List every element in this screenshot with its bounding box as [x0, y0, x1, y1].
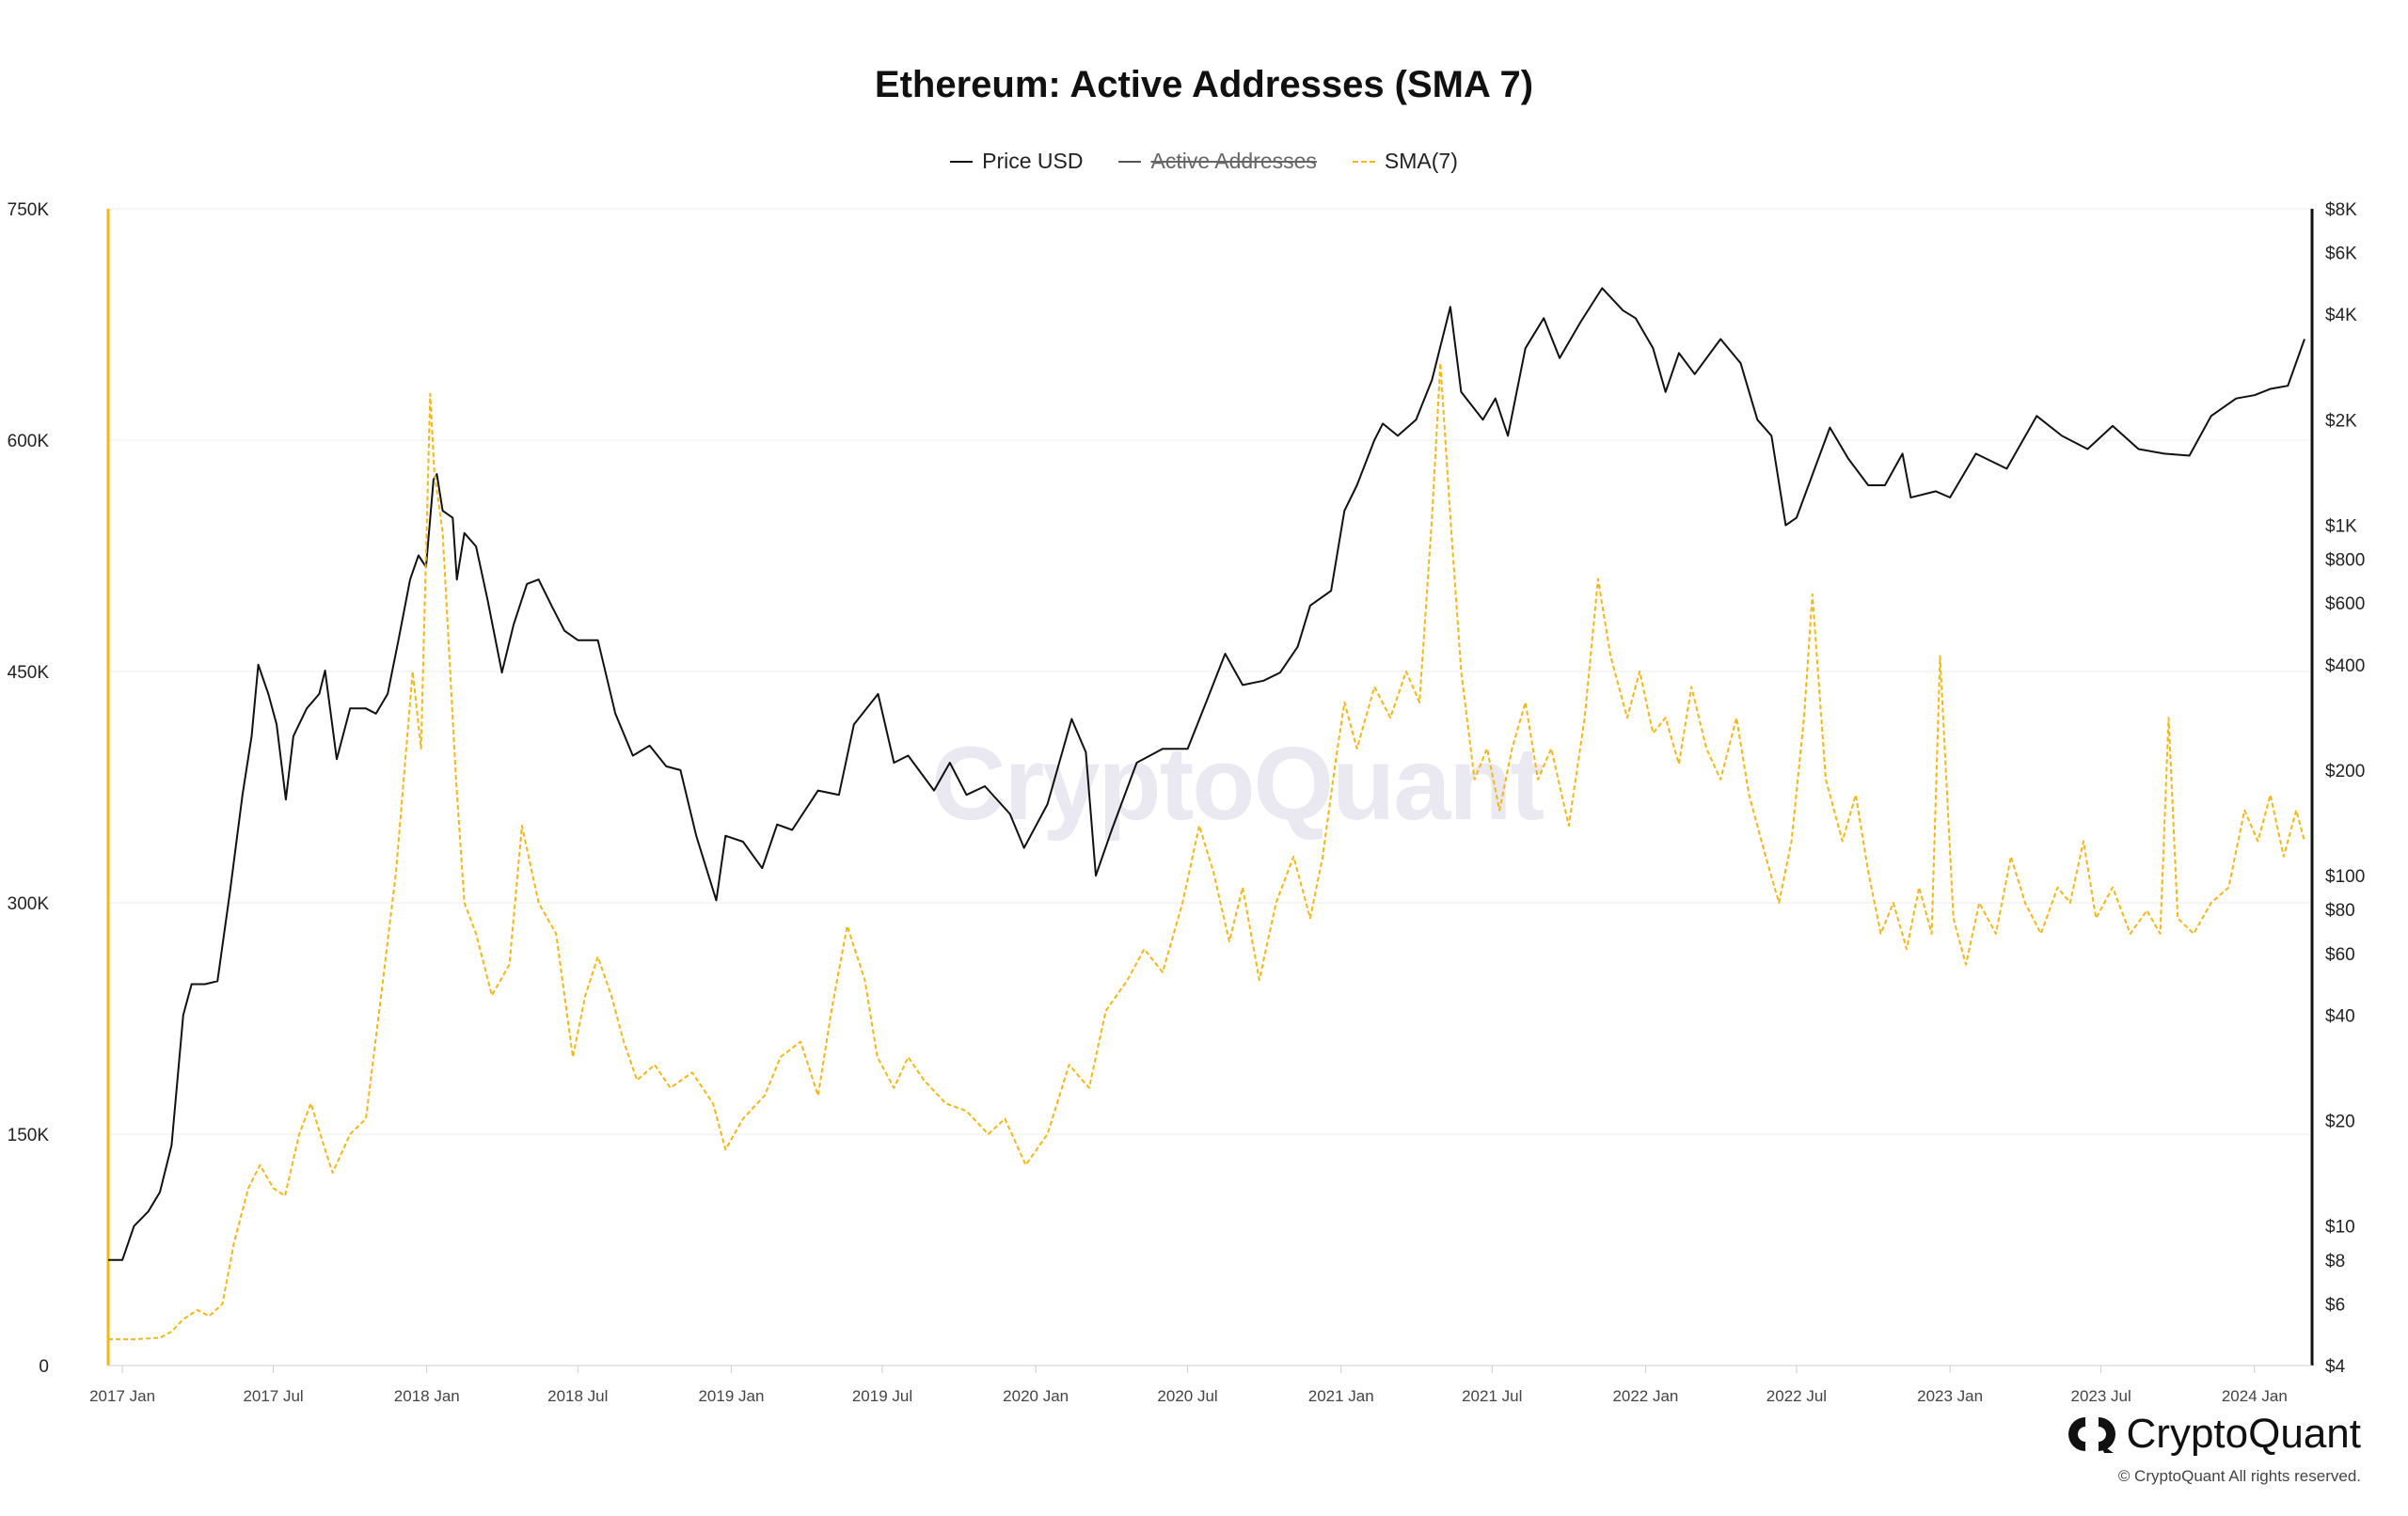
legend: Price USD Active Addresses SMA(7)	[0, 149, 2408, 174]
y-tick-label-right: $8	[2325, 1252, 2345, 1271]
legend-swatch-price-usd	[950, 160, 974, 163]
y-tick-label-right: $400	[2325, 656, 2365, 676]
legend-label: SMA(7)	[1384, 149, 1458, 173]
y-tick-label-right: $800	[2325, 551, 2365, 571]
legend-item-sma7[interactable]: SMA(7)	[1352, 149, 1458, 174]
y-tick-label-right: $100	[2325, 867, 2365, 887]
x-tick-label: 2021 Jan	[1308, 1387, 1374, 1405]
y-tick-label-right: $40	[2325, 1006, 2355, 1026]
x-tick-label: 2017 Jan	[89, 1387, 155, 1405]
axes: 0 150K 300K 450K 600K 750K $4 $6 $8 $10 $20 $40 $60 $…	[8, 200, 2366, 1405]
y-tick-label-right: $6	[2325, 1295, 2345, 1315]
y-tick-label-right: $1K	[2325, 517, 2357, 537]
legend-item-price-usd[interactable]: Price USD	[950, 149, 1083, 174]
legend-label: Price USD	[982, 149, 1084, 173]
x-tick-label: 2018 Jan	[394, 1387, 460, 1405]
y-tick-label-right: $4K	[2325, 306, 2357, 325]
series-line-price-usd	[108, 287, 2305, 1261]
gridlines	[108, 208, 2312, 1366]
y-tick-label-right: $8K	[2325, 200, 2357, 220]
cryptoquant-logo-icon	[2067, 1417, 2115, 1453]
y-tick-label-right: $600	[2325, 594, 2365, 614]
series-line-sma7	[108, 362, 2305, 1341]
y-tick-label-left: 0	[39, 1357, 49, 1377]
y-tick-label-left: 750K	[8, 200, 50, 220]
y-tick-label-right: $10	[2325, 1218, 2355, 1238]
x-tick-label: 2021 Jul	[1462, 1387, 1522, 1405]
legend-label: Active Addresses	[1150, 149, 1317, 173]
y-tick-label-left: 300K	[8, 894, 50, 914]
x-tick-label: 2023 Jul	[2070, 1387, 2131, 1405]
chart-title: Ethereum: Active Addresses (SMA 7)	[874, 64, 1534, 105]
watermark: CryptoQuant	[931, 726, 1545, 842]
x-tick-label: 2017 Jul	[243, 1387, 303, 1405]
y-tick-label-right: $2K	[2325, 411, 2357, 431]
x-tick-label: 2022 Jul	[1766, 1387, 1827, 1405]
y-tick-label-right: $200	[2325, 762, 2365, 782]
brand-name: CryptoQuant	[2126, 1411, 2361, 1457]
x-tick-label: 2020 Jan	[1003, 1387, 1069, 1405]
brand: CryptoQuant	[2067, 1411, 2361, 1458]
y-tick-label-right: $20	[2325, 1113, 2355, 1132]
x-tick-label: 2024 Jan	[2222, 1387, 2288, 1405]
x-tick-label: 2019 Jan	[698, 1387, 764, 1405]
legend-item-active-addresses[interactable]: Active Addresses	[1118, 149, 1317, 174]
y-tick-label-left: 600K	[8, 432, 50, 451]
series	[108, 287, 2305, 1341]
x-tick-label: 2023 Jan	[1917, 1387, 1983, 1405]
x-tick-label: 2022 Jan	[1612, 1387, 1678, 1405]
y-tick-label-left: 150K	[8, 1126, 50, 1145]
copyright: © CryptoQuant All rights reserved.	[2117, 1467, 2361, 1485]
y-tick-label-right: $60	[2325, 945, 2355, 965]
y-tick-label-right: $80	[2325, 901, 2355, 921]
legend-swatch-sma7	[1352, 160, 1375, 163]
y-tick-label-right: $4	[2325, 1357, 2346, 1377]
y-tick-label-right: $6K	[2325, 245, 2357, 264]
legend-swatch-active-addresses	[1118, 160, 1142, 163]
x-tick-label: 2018 Jul	[547, 1387, 608, 1405]
x-tick-label: 2020 Jul	[1157, 1387, 1217, 1405]
y-tick-label-left: 450K	[8, 663, 50, 683]
x-tick-label: 2019 Jul	[852, 1387, 912, 1405]
